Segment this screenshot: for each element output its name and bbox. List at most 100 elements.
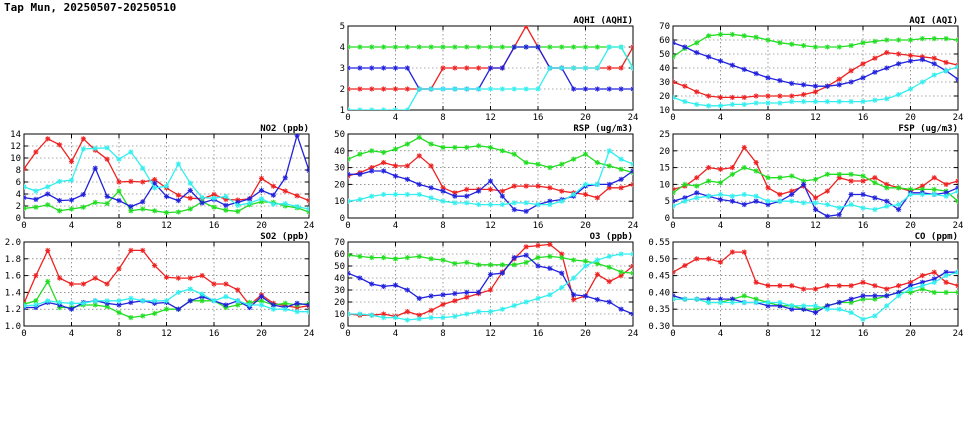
no2-point [116,156,122,162]
fsp-xtick-label: 8 [765,221,770,231]
fsp-point [955,188,958,194]
fsp-point [955,185,958,191]
fsp-point [789,173,795,179]
aqhi-point [416,86,422,92]
o3-point [476,262,482,268]
aqi-point [836,76,842,82]
fsp-point [741,144,747,151]
co-point [777,299,783,306]
aqi-point [848,99,854,105]
aqi-xtick-label: 4 [718,113,723,123]
o3-point [404,255,410,261]
co-point [884,286,890,292]
aqhi-ytick-label: 5 [340,22,345,32]
aqhi-point [559,44,565,50]
co-point [943,273,949,279]
co-series-day1 [673,249,958,292]
rsp-point [392,191,399,198]
so2-point [116,298,122,304]
fsp-point [765,185,771,191]
co-point [741,293,747,299]
rsp-ytick-label: 40 [334,147,345,157]
so2-point [175,275,181,281]
no2-point [187,187,193,193]
no2-ytick-label: 6 [16,178,21,188]
aqi-point [931,36,937,42]
aqi-point [919,57,925,63]
co-xtick-label: 0 [670,329,675,339]
rsp-point [511,183,517,189]
no2-point [211,204,217,210]
no2-point [294,193,300,199]
so2-point [199,273,205,279]
aqhi-xtick-label: 24 [628,113,639,123]
aqi-point [673,54,676,60]
aqi-point [919,36,925,42]
aqi-point [812,89,819,95]
aqhi-point [348,107,351,110]
so2-point [175,306,181,312]
so2-point [116,266,122,272]
no2-xtick-label: 20 [256,221,267,231]
fsp-point [753,159,759,166]
aqi-point [789,93,795,99]
o3-point [404,317,410,323]
aqhi-xtick-label: 0 [345,113,350,123]
co-xtick-label: 4 [718,329,723,339]
aqi-point [860,75,866,81]
fsp-point [741,165,747,171]
rsp-point [428,195,434,201]
so2-point [306,302,309,308]
o3-point [606,253,612,259]
rsp-point [464,186,470,193]
fsp-point [824,201,830,208]
o3-point [535,243,541,249]
rsp-point [357,171,363,177]
no2-xtick-label: 0 [21,221,26,231]
co-point [765,299,771,306]
o3-point [571,292,577,298]
no2-point [57,208,63,214]
aqhi-point [476,65,482,71]
o3-ytick-label: 70 [334,238,345,248]
o3-point [369,312,375,318]
fsp-point [729,198,735,204]
so2-point [92,302,98,308]
co-point [872,296,878,302]
aqhi-point [348,65,351,71]
o3-point [582,263,589,269]
o3-point [487,271,494,277]
co-point [753,296,759,302]
fsp-point [884,198,890,204]
aqi-point [741,33,747,39]
fsp-point [789,198,795,204]
o3-point [618,251,624,257]
so2-xtick-label: 0 [21,329,26,339]
aqhi-xtick-label: 4 [393,113,398,123]
aqi-point [682,99,688,105]
fsp-xtick-label: 0 [670,221,675,231]
rsp-point [535,183,541,189]
no2-point [128,208,134,214]
aqi-point [943,59,949,65]
co-ytick-label: 0.55 [648,238,670,248]
fsp-point [943,193,949,199]
aqi-point [682,83,688,89]
no2-point [247,200,253,206]
co-point [673,296,676,302]
aqi-point [931,55,937,61]
o3-point [618,269,624,275]
aqhi-point [369,86,375,92]
rsp-xtick-label: 20 [580,221,591,231]
so2-point [104,281,110,287]
aqi-point [729,31,735,37]
rsp-point [452,200,458,206]
no2-point [33,149,39,155]
fsp-point [931,186,937,193]
aqi-point [753,71,759,77]
o3-point [547,253,553,259]
fsp-point [824,188,830,194]
aqhi-point [571,44,577,50]
o3-point [487,262,494,268]
o3-point [618,306,624,312]
